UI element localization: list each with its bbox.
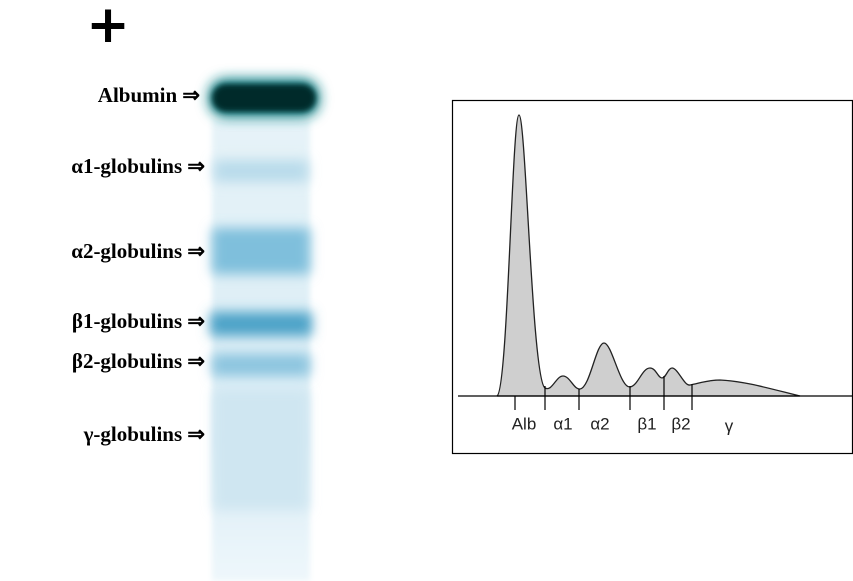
fraction-label: β2: [671, 414, 690, 433]
band-label: γ-globulins ⇒: [83, 422, 205, 446]
gel-lane: [208, 78, 320, 581]
densitogram: Alb α1 α2 β1 β2 γ: [453, 101, 853, 454]
band-label: β2-globulins ⇒: [72, 349, 205, 373]
band-label: α1-globulins ⇒: [71, 154, 205, 178]
fraction-label: α1: [553, 414, 572, 433]
band-label: β1-globulins ⇒: [72, 309, 205, 333]
figure: + Albumin ⇒ α1-globulins ⇒ α2-globulins …: [0, 0, 853, 581]
fraction-label: α2: [590, 414, 609, 433]
band-label: Albumin ⇒: [98, 83, 200, 107]
fraction-label: γ: [725, 416, 734, 435]
anode-sign: +: [86, 0, 130, 55]
fraction-label: β1: [637, 414, 656, 433]
fraction-label: Alb: [512, 414, 537, 433]
band-label: α2-globulins ⇒: [71, 239, 205, 263]
